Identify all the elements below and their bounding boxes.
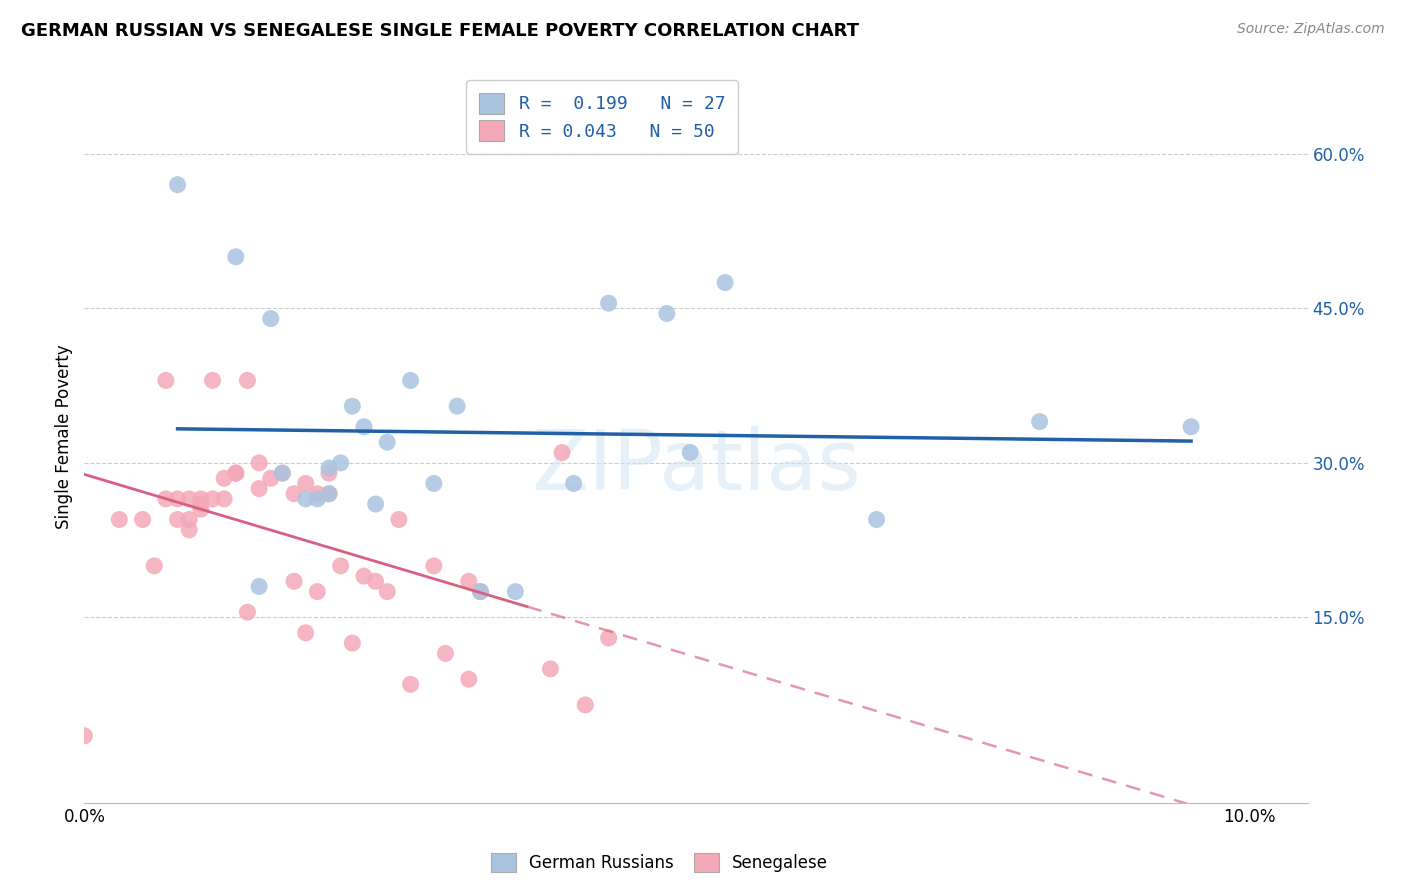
Point [307, 584, 329, 599]
Point [457, 574, 479, 589]
Point [271, 466, 294, 480]
Point [294, 625, 316, 640]
Point [423, 558, 446, 573]
Point [307, 491, 329, 506]
Point [399, 373, 422, 387]
Point [247, 579, 270, 593]
Y-axis label: Single Female Poverty: Single Female Poverty [55, 345, 73, 529]
Point [353, 569, 375, 583]
Point [865, 512, 887, 526]
Point [201, 373, 224, 387]
Point [505, 584, 527, 599]
Point [598, 296, 620, 310]
Point [190, 497, 212, 511]
Point [679, 445, 702, 459]
Point [225, 466, 247, 480]
Point [179, 523, 201, 537]
Point [538, 662, 561, 676]
Point [260, 471, 283, 485]
Point [655, 306, 678, 320]
Point [364, 574, 387, 589]
Point [166, 512, 188, 526]
Point [388, 512, 411, 526]
Point [470, 584, 492, 599]
Point [294, 491, 316, 506]
Point [375, 584, 398, 599]
Point [271, 466, 294, 480]
Point [166, 178, 188, 192]
Point [318, 487, 340, 501]
Point [714, 276, 737, 290]
Point [574, 698, 596, 712]
Point [329, 456, 352, 470]
Point [399, 677, 422, 691]
Point [190, 491, 212, 506]
Point [1180, 419, 1202, 434]
Point [131, 512, 153, 526]
Point [190, 502, 212, 516]
Point [225, 466, 247, 480]
Point [212, 471, 235, 485]
Point [353, 419, 375, 434]
Point [1028, 415, 1050, 429]
Point [318, 461, 340, 475]
Point [307, 487, 329, 501]
Point [225, 250, 247, 264]
Point [342, 636, 364, 650]
Text: ZIPatlas: ZIPatlas [531, 425, 860, 507]
Point [364, 497, 387, 511]
Point [155, 491, 177, 506]
Point [247, 456, 270, 470]
Point [375, 435, 398, 450]
Point [260, 311, 283, 326]
Point [318, 466, 340, 480]
Point [283, 574, 305, 589]
Text: Source: ZipAtlas.com: Source: ZipAtlas.com [1237, 22, 1385, 37]
Point [236, 373, 259, 387]
Point [108, 512, 131, 526]
Point [73, 729, 96, 743]
Point [212, 491, 235, 506]
Point [329, 558, 352, 573]
Legend: German Russians, Senegalese: German Russians, Senegalese [484, 846, 835, 879]
Point [166, 491, 188, 506]
Point [201, 491, 224, 506]
Point [294, 476, 316, 491]
Point [179, 491, 201, 506]
Point [342, 399, 364, 413]
Point [318, 487, 340, 501]
Point [283, 487, 305, 501]
Point [470, 584, 492, 599]
Point [446, 399, 468, 413]
Point [551, 445, 574, 459]
Text: GERMAN RUSSIAN VS SENEGALESE SINGLE FEMALE POVERTY CORRELATION CHART: GERMAN RUSSIAN VS SENEGALESE SINGLE FEMA… [21, 22, 859, 40]
Point [562, 476, 585, 491]
Point [236, 605, 259, 619]
Point [247, 482, 270, 496]
Point [434, 647, 457, 661]
Point [598, 631, 620, 645]
Point [423, 476, 446, 491]
Point [179, 512, 201, 526]
Point [457, 672, 479, 686]
Point [143, 558, 166, 573]
Point [155, 373, 177, 387]
